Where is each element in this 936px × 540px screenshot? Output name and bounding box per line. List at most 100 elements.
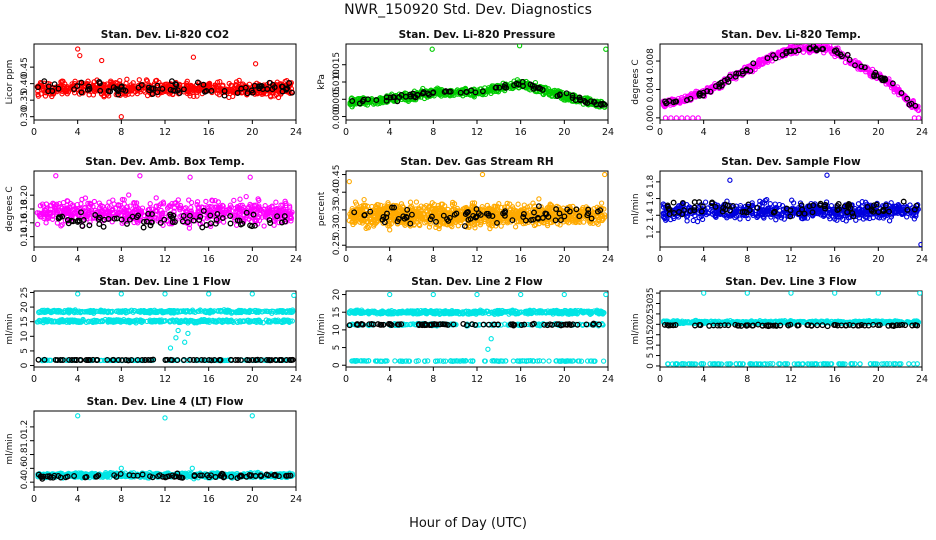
data-point [815,206,821,212]
data-point [186,225,193,231]
data-point [781,209,787,215]
data-point [795,47,802,54]
data-point [197,213,204,220]
data-point [759,200,766,206]
data-point [426,224,433,230]
data-point [575,219,581,225]
data-point [724,76,731,83]
x-tick-label: 24 [916,254,928,265]
data-point [70,202,76,208]
data-point [900,198,907,205]
x-tick-label: 20 [246,254,258,265]
data-point [188,84,194,90]
data-point [247,222,254,229]
data-point [154,89,161,96]
data-point [237,196,243,202]
data-point [704,88,711,95]
points-layer [34,46,295,120]
data-point [162,210,168,216]
data-point [841,203,848,210]
data-point [733,203,739,209]
data-point [186,197,192,203]
data-point [386,222,393,229]
data-point [287,205,293,211]
data-point [232,90,239,96]
data-point [133,206,139,212]
series-1 [55,207,288,231]
data-point [140,224,147,231]
data-point [43,201,50,207]
data-point [226,86,232,92]
data-point [201,88,208,95]
data-point [407,220,414,227]
data-point [563,90,570,97]
data-point [552,217,559,224]
panel-title: Stan. Dev. Amb. Box Temp. [85,156,244,168]
data-point [82,195,89,201]
data-point [124,220,130,227]
x-tick-label: 16 [203,254,215,265]
data-point [104,81,110,87]
data-point [462,205,468,211]
data-point [259,86,266,93]
data-point [461,223,468,230]
data-point [918,241,922,247]
data-point [456,217,462,223]
data-point [138,209,144,216]
data-point [718,79,724,86]
data-point [43,220,49,226]
data-point [149,91,156,97]
data-point [169,220,175,226]
data-point [904,95,911,102]
data-point [531,209,537,216]
data-point [895,87,901,93]
data-point [709,211,716,217]
points-layer [347,44,608,110]
data-point [46,214,52,221]
data-point [806,203,813,210]
x-tick-label: 16 [829,127,841,138]
data-point [473,206,480,213]
data-point [692,212,698,219]
data-point [469,200,476,206]
data-point [876,215,883,221]
x-tick-label: 8 [430,254,436,265]
data-point [477,211,484,218]
x-tick-label: 24 [916,127,928,138]
y-tick-label: 0.005 [332,86,342,112]
data-point [169,219,176,225]
data-point [118,216,125,223]
data-point [533,221,539,228]
data-point [75,46,81,52]
data-point [564,218,570,225]
data-point [189,89,196,95]
data-point [283,200,289,206]
data-point [840,216,846,223]
data-point [417,217,424,223]
data-point [278,202,284,208]
data-point [757,198,763,204]
data-point [357,209,363,215]
data-point [417,222,423,229]
data-point [545,213,552,220]
y-tick-label: 1.6 [646,191,656,206]
data-point [352,199,359,205]
data-point [789,197,795,203]
plot-frame [345,43,609,121]
data-point [143,218,150,225]
data-point [215,199,221,205]
data-point [200,204,206,211]
data-point [755,213,761,219]
data-point [573,206,580,213]
y-axis-label: percent [317,191,327,226]
data-point [455,223,461,229]
y-tick-label: 0.14 [20,226,30,246]
series-1 [664,198,920,220]
data-point [153,78,159,84]
data-point [154,82,161,89]
data-point [37,203,44,209]
data-point [71,86,78,93]
data-point [90,92,97,98]
x-tick-label: 4 [75,127,81,138]
data-point [194,199,201,205]
